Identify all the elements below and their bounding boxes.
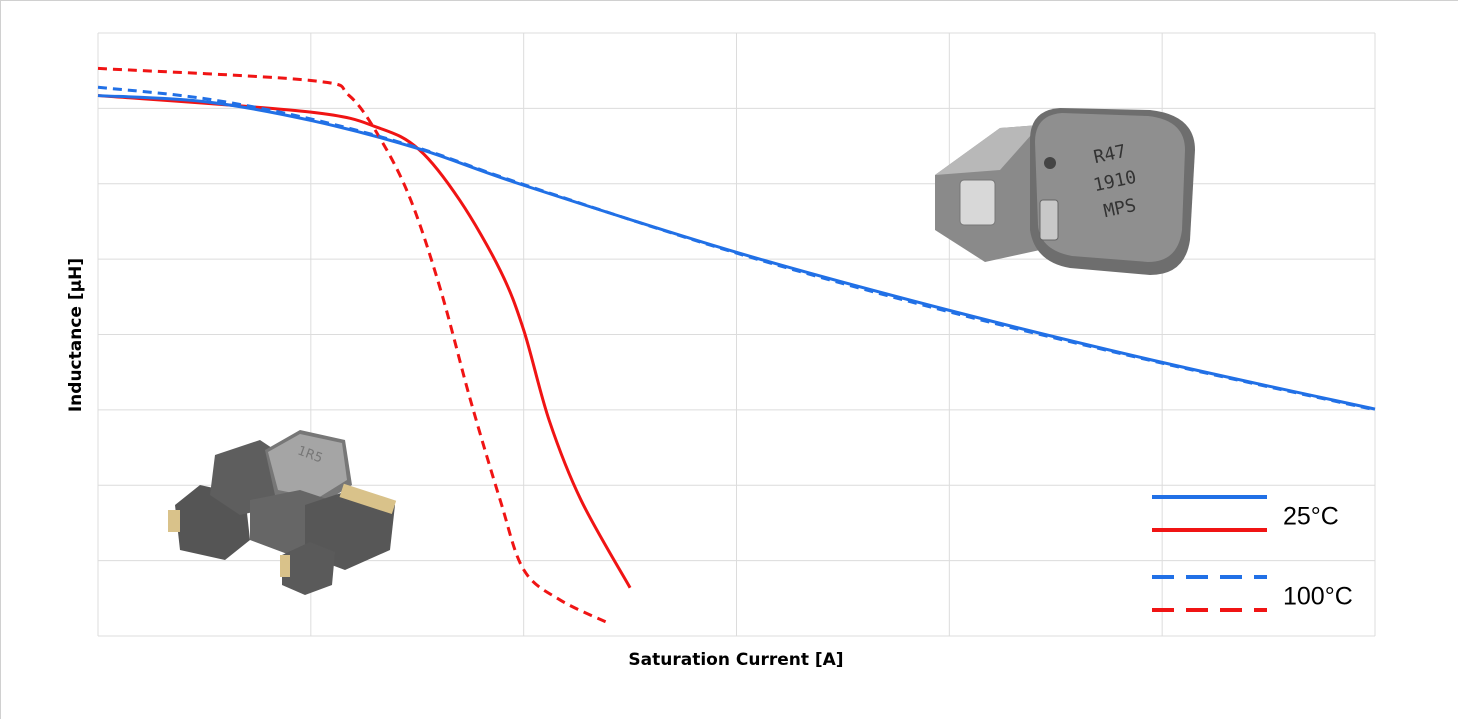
legend: 25°C 100°C (1152, 497, 1353, 611)
page: {"chart_data": { "type": "line", "x_labe… (0, 0, 1458, 719)
y-axis-title: Inductance [µH] (66, 258, 86, 412)
inductor-image-small: 1R5 (168, 430, 396, 595)
legend-label: 100°C (1283, 583, 1353, 611)
chart: R47 1910 MPS 1R5 25°C 100°C Saturation Cu… (0, 0, 1458, 719)
inductor-image-large: R47 1910 MPS (935, 108, 1195, 275)
x-axis-title: Saturation Current [A] (628, 650, 843, 670)
legend-label: 25°C (1283, 503, 1339, 531)
